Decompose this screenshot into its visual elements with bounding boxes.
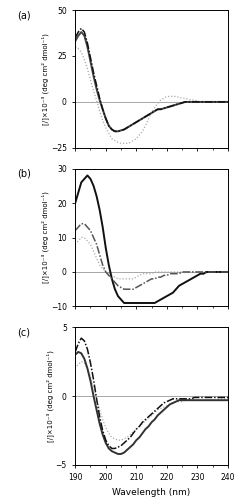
X-axis label: Wavelength (nm): Wavelength (nm): [113, 488, 191, 497]
Text: (a): (a): [17, 10, 31, 20]
Text: (b): (b): [17, 168, 31, 178]
Y-axis label: [/]×10⁻³ (deg cm² dmol⁻¹): [/]×10⁻³ (deg cm² dmol⁻¹): [47, 350, 54, 442]
Y-axis label: [/]×10⁻³ (deg cm² dmol⁻¹): [/]×10⁻³ (deg cm² dmol⁻¹): [42, 192, 50, 284]
Y-axis label: [/]×10⁻³ (deg cm² dmol⁻¹): [/]×10⁻³ (deg cm² dmol⁻¹): [42, 33, 50, 125]
Text: (c): (c): [17, 327, 30, 337]
